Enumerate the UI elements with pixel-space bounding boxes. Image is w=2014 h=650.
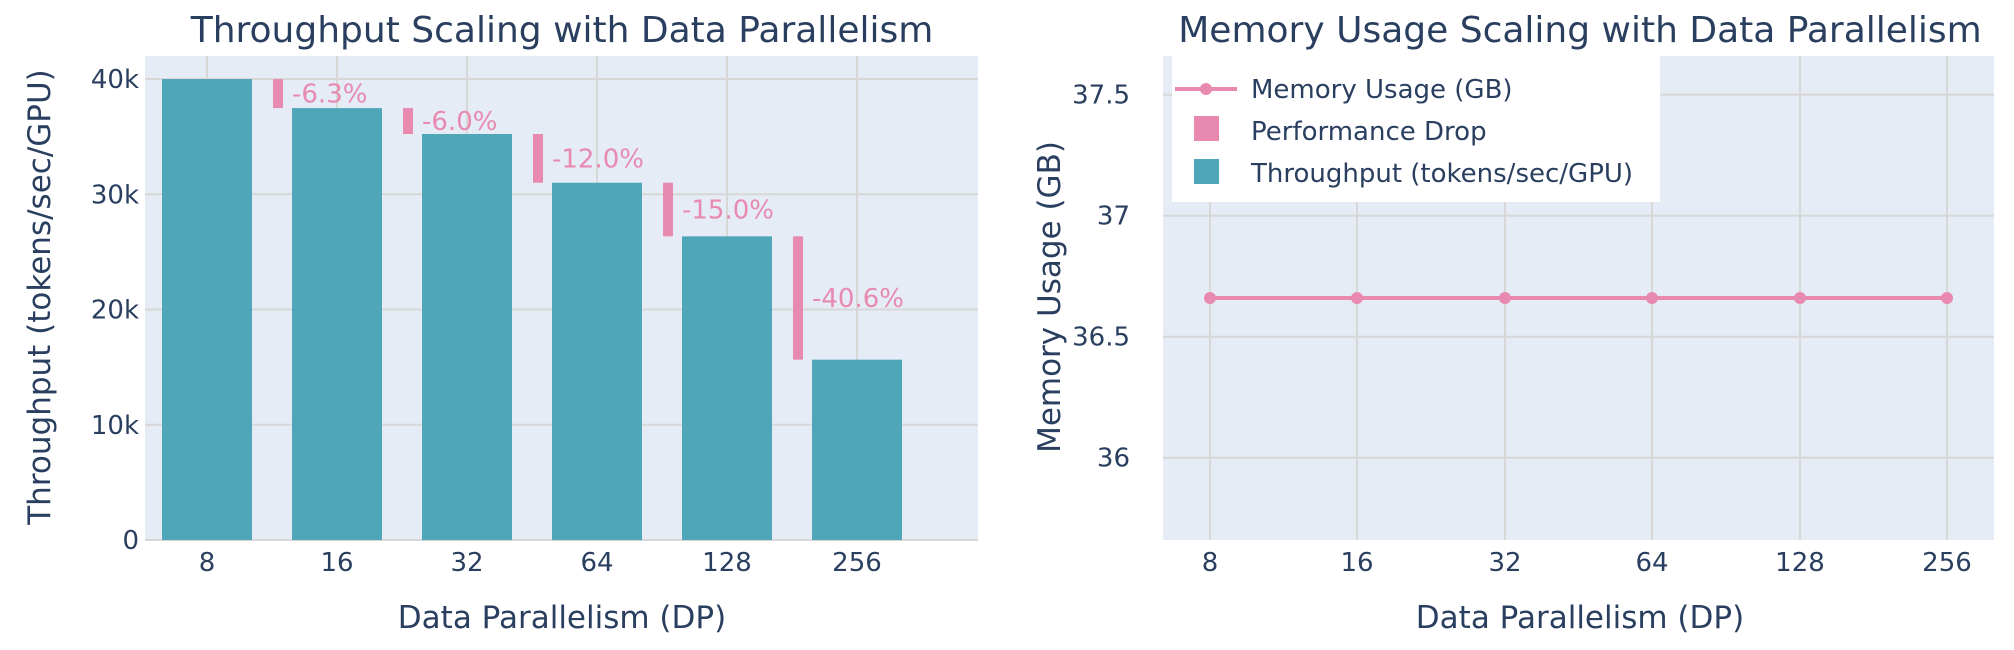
throughput-y-tick-label: 40k	[91, 65, 139, 95]
throughput-x-axis-title: Data Parallelism (DP)	[398, 600, 726, 636]
memory-y-tick-label: 36	[1097, 444, 1130, 474]
throughput-y-tick-label: 20k	[91, 296, 139, 326]
performance-drop-label: -12.0%	[552, 144, 644, 174]
throughput-y-tick-label: 30k	[91, 180, 139, 210]
memory-usage-point[interactable]	[1646, 292, 1658, 304]
memory-y-tick-label: 36.5	[1072, 323, 1130, 353]
legend-entry-performance-drop[interactable]: Performance Drop	[1251, 117, 1487, 147]
memory-chart: 8 16 32 64 128 256 36 36.5 37 37.5 Memory Usage S…	[1032, 10, 1994, 636]
memory-x-tick-label: 32	[1488, 548, 1521, 578]
throughput-x-tick-label: 64	[580, 548, 613, 578]
legend-symbol-memory-usage	[1175, 83, 1237, 95]
legend-marker-sample	[1200, 83, 1212, 95]
memory-x-axis-title: Data Parallelism (DP)	[1416, 600, 1744, 636]
legend: Memory Usage (GB) Performance Drop Throu…	[1172, 56, 1660, 202]
throughput-x-tick-label: 256	[832, 548, 882, 578]
throughput-chart-title: Throughput Scaling with Data Parallelism	[190, 10, 934, 51]
memory-y-tick-label: 37.5	[1072, 81, 1130, 111]
throughput-x-tick-label: 32	[450, 548, 483, 578]
legend-symbol-performance-drop	[1194, 116, 1219, 141]
throughput-y-axis-title: Throughput (tokens/sec/GPU)	[22, 69, 58, 526]
memory-usage-point[interactable]	[1941, 292, 1953, 304]
throughput-y-tick-label: 0	[122, 526, 139, 556]
throughput-marks: -6.3% -6.0% -12.0% -15.0% -40.6%	[162, 79, 904, 541]
memory-usage-point[interactable]	[1351, 292, 1363, 304]
throughput-chart: -6.3% -6.0% -12.0% -15.0% -40.6% 8 16 32 64 128 2…	[22, 10, 978, 636]
throughput-bar[interactable]	[292, 108, 382, 540]
memory-y-axis-title: Memory Usage (GB)	[1032, 141, 1068, 453]
memory-x-tick-label: 256	[1922, 548, 1972, 578]
memory-chart-title: Memory Usage Scaling with Data Paralleli…	[1178, 10, 1982, 51]
performance-drop-bar[interactable]	[793, 236, 803, 360]
memory-x-tick-label: 16	[1340, 548, 1373, 578]
throughput-bar[interactable]	[812, 359, 902, 540]
throughput-ticks: 8 16 32 64 128 256 0 10k 20k 30k 40k	[91, 65, 882, 578]
performance-drop-label: -6.0%	[422, 107, 497, 137]
throughput-y-tick-label: 10k	[91, 411, 139, 441]
throughput-bar[interactable]	[162, 79, 252, 541]
throughput-x-tick-label: 128	[702, 548, 752, 578]
throughput-x-tick-label: 8	[199, 548, 216, 578]
memory-usage-point[interactable]	[1794, 292, 1806, 304]
legend-entry-memory-usage[interactable]: Memory Usage (GB)	[1251, 75, 1513, 105]
performance-drop-label: -40.6%	[812, 284, 904, 314]
throughput-bar[interactable]	[682, 236, 772, 540]
legend-background	[1172, 56, 1660, 202]
memory-x-tick-label: 64	[1635, 548, 1668, 578]
performance-drop-bar[interactable]	[273, 79, 283, 109]
memory-x-tick-label: 8	[1202, 548, 1219, 578]
memory-marks	[1204, 292, 1953, 304]
memory-ticks: 8 16 32 64 128 256 36 36.5 37 37.5	[1072, 81, 1972, 578]
legend-symbol-throughput	[1194, 159, 1219, 184]
throughput-bar[interactable]	[422, 134, 512, 541]
performance-drop-bar[interactable]	[403, 108, 413, 135]
memory-usage-point[interactable]	[1204, 292, 1216, 304]
throughput-x-tick-label: 16	[320, 548, 353, 578]
performance-drop-bar[interactable]	[533, 134, 543, 183]
memory-x-tick-label: 128	[1775, 548, 1825, 578]
performance-drop-label: -15.0%	[682, 196, 774, 226]
performance-drop-label: -6.3%	[292, 80, 367, 110]
performance-drop-bar[interactable]	[663, 182, 673, 237]
legend-entry-throughput[interactable]: Throughput (tokens/sec/GPU)	[1250, 159, 1633, 189]
memory-usage-point[interactable]	[1499, 292, 1511, 304]
throughput-bar[interactable]	[552, 182, 642, 540]
memory-y-tick-label: 37	[1097, 202, 1130, 232]
